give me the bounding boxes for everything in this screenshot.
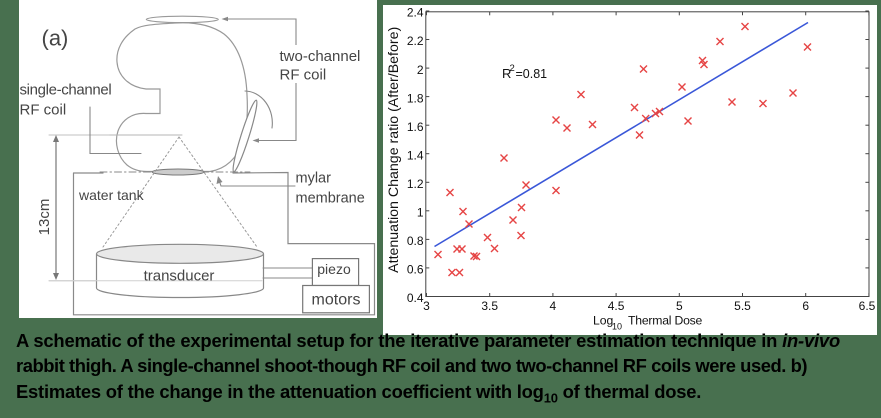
- svg-text:5: 5: [676, 299, 683, 313]
- svg-text:=0.81: =0.81: [516, 67, 548, 81]
- svg-text:1.8: 1.8: [407, 91, 424, 105]
- svg-text:Log: Log: [593, 314, 613, 328]
- svg-text:Thermal Dose: Thermal Dose: [628, 314, 703, 328]
- svg-text:6: 6: [802, 299, 809, 313]
- svg-text:3.5: 3.5: [481, 299, 498, 313]
- svg-text:1.4: 1.4: [407, 148, 424, 162]
- svg-text:(a): (a): [42, 26, 69, 51]
- svg-text:1.6: 1.6: [407, 120, 424, 134]
- svg-text:2.4: 2.4: [407, 6, 424, 20]
- svg-text:6.5: 6.5: [859, 299, 876, 313]
- svg-text:3: 3: [423, 299, 430, 313]
- svg-text:Attenuation Change ratio (Afte: Attenuation Change ratio (After/Before): [386, 27, 402, 273]
- svg-text:5.5: 5.5: [734, 299, 751, 313]
- svg-text:2.2: 2.2: [407, 34, 424, 48]
- svg-text:RF coil: RF coil: [20, 102, 67, 119]
- svg-text:single-channel: single-channel: [20, 82, 112, 99]
- svg-text:membrane: membrane: [296, 191, 365, 207]
- svg-text:1.2: 1.2: [407, 177, 424, 191]
- svg-text:transducer: transducer: [144, 268, 215, 285]
- svg-text:13cm: 13cm: [36, 199, 53, 236]
- svg-text:4.5: 4.5: [608, 299, 625, 313]
- svg-text:0.6: 0.6: [407, 263, 424, 277]
- svg-text:4: 4: [550, 299, 557, 313]
- svg-text:two-channel: two-channel: [280, 48, 361, 65]
- svg-text:piezo: piezo: [317, 261, 351, 277]
- svg-text:water tank: water tank: [78, 187, 145, 203]
- svg-text:0.4: 0.4: [407, 291, 424, 305]
- svg-text:1: 1: [417, 206, 424, 220]
- svg-text:motors: motors: [312, 292, 361, 309]
- svg-text:RF coil: RF coil: [280, 67, 327, 84]
- svg-text:R: R: [502, 66, 511, 81]
- svg-text:2: 2: [510, 63, 515, 74]
- svg-text:0.8: 0.8: [407, 234, 424, 248]
- svg-text:10: 10: [612, 322, 622, 332]
- svg-text:2: 2: [417, 63, 424, 77]
- svg-text:mylar: mylar: [296, 170, 332, 186]
